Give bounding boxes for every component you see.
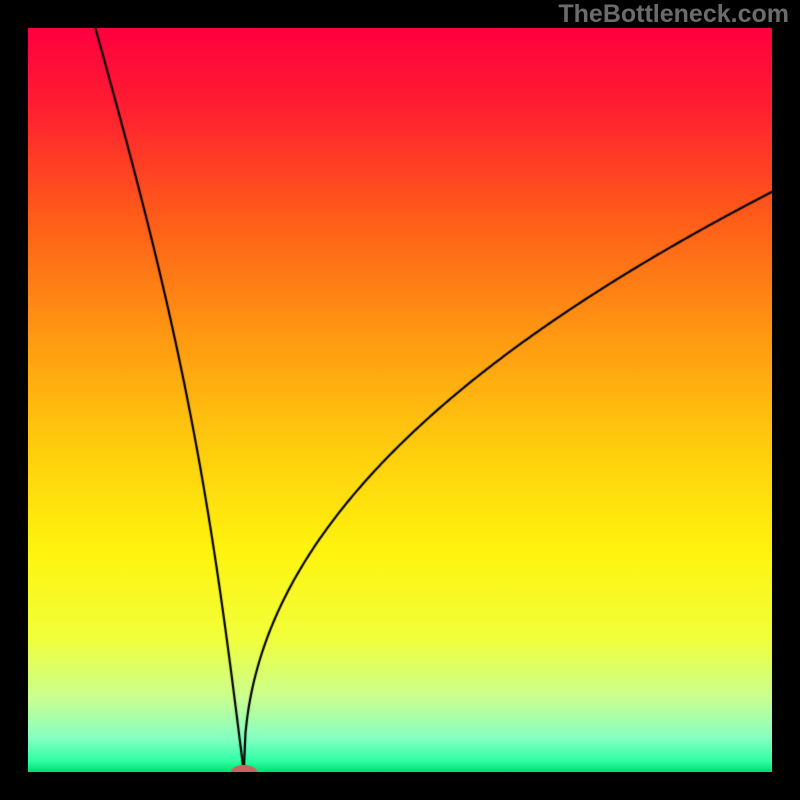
chart-border-left xyxy=(0,0,28,800)
chart-border-bottom xyxy=(0,772,800,800)
chart-border-right xyxy=(772,0,800,800)
chart-container: TheBottleneck.com xyxy=(0,0,800,800)
bottleneck-curve xyxy=(0,0,800,800)
watermark-text: TheBottleneck.com xyxy=(558,0,789,29)
